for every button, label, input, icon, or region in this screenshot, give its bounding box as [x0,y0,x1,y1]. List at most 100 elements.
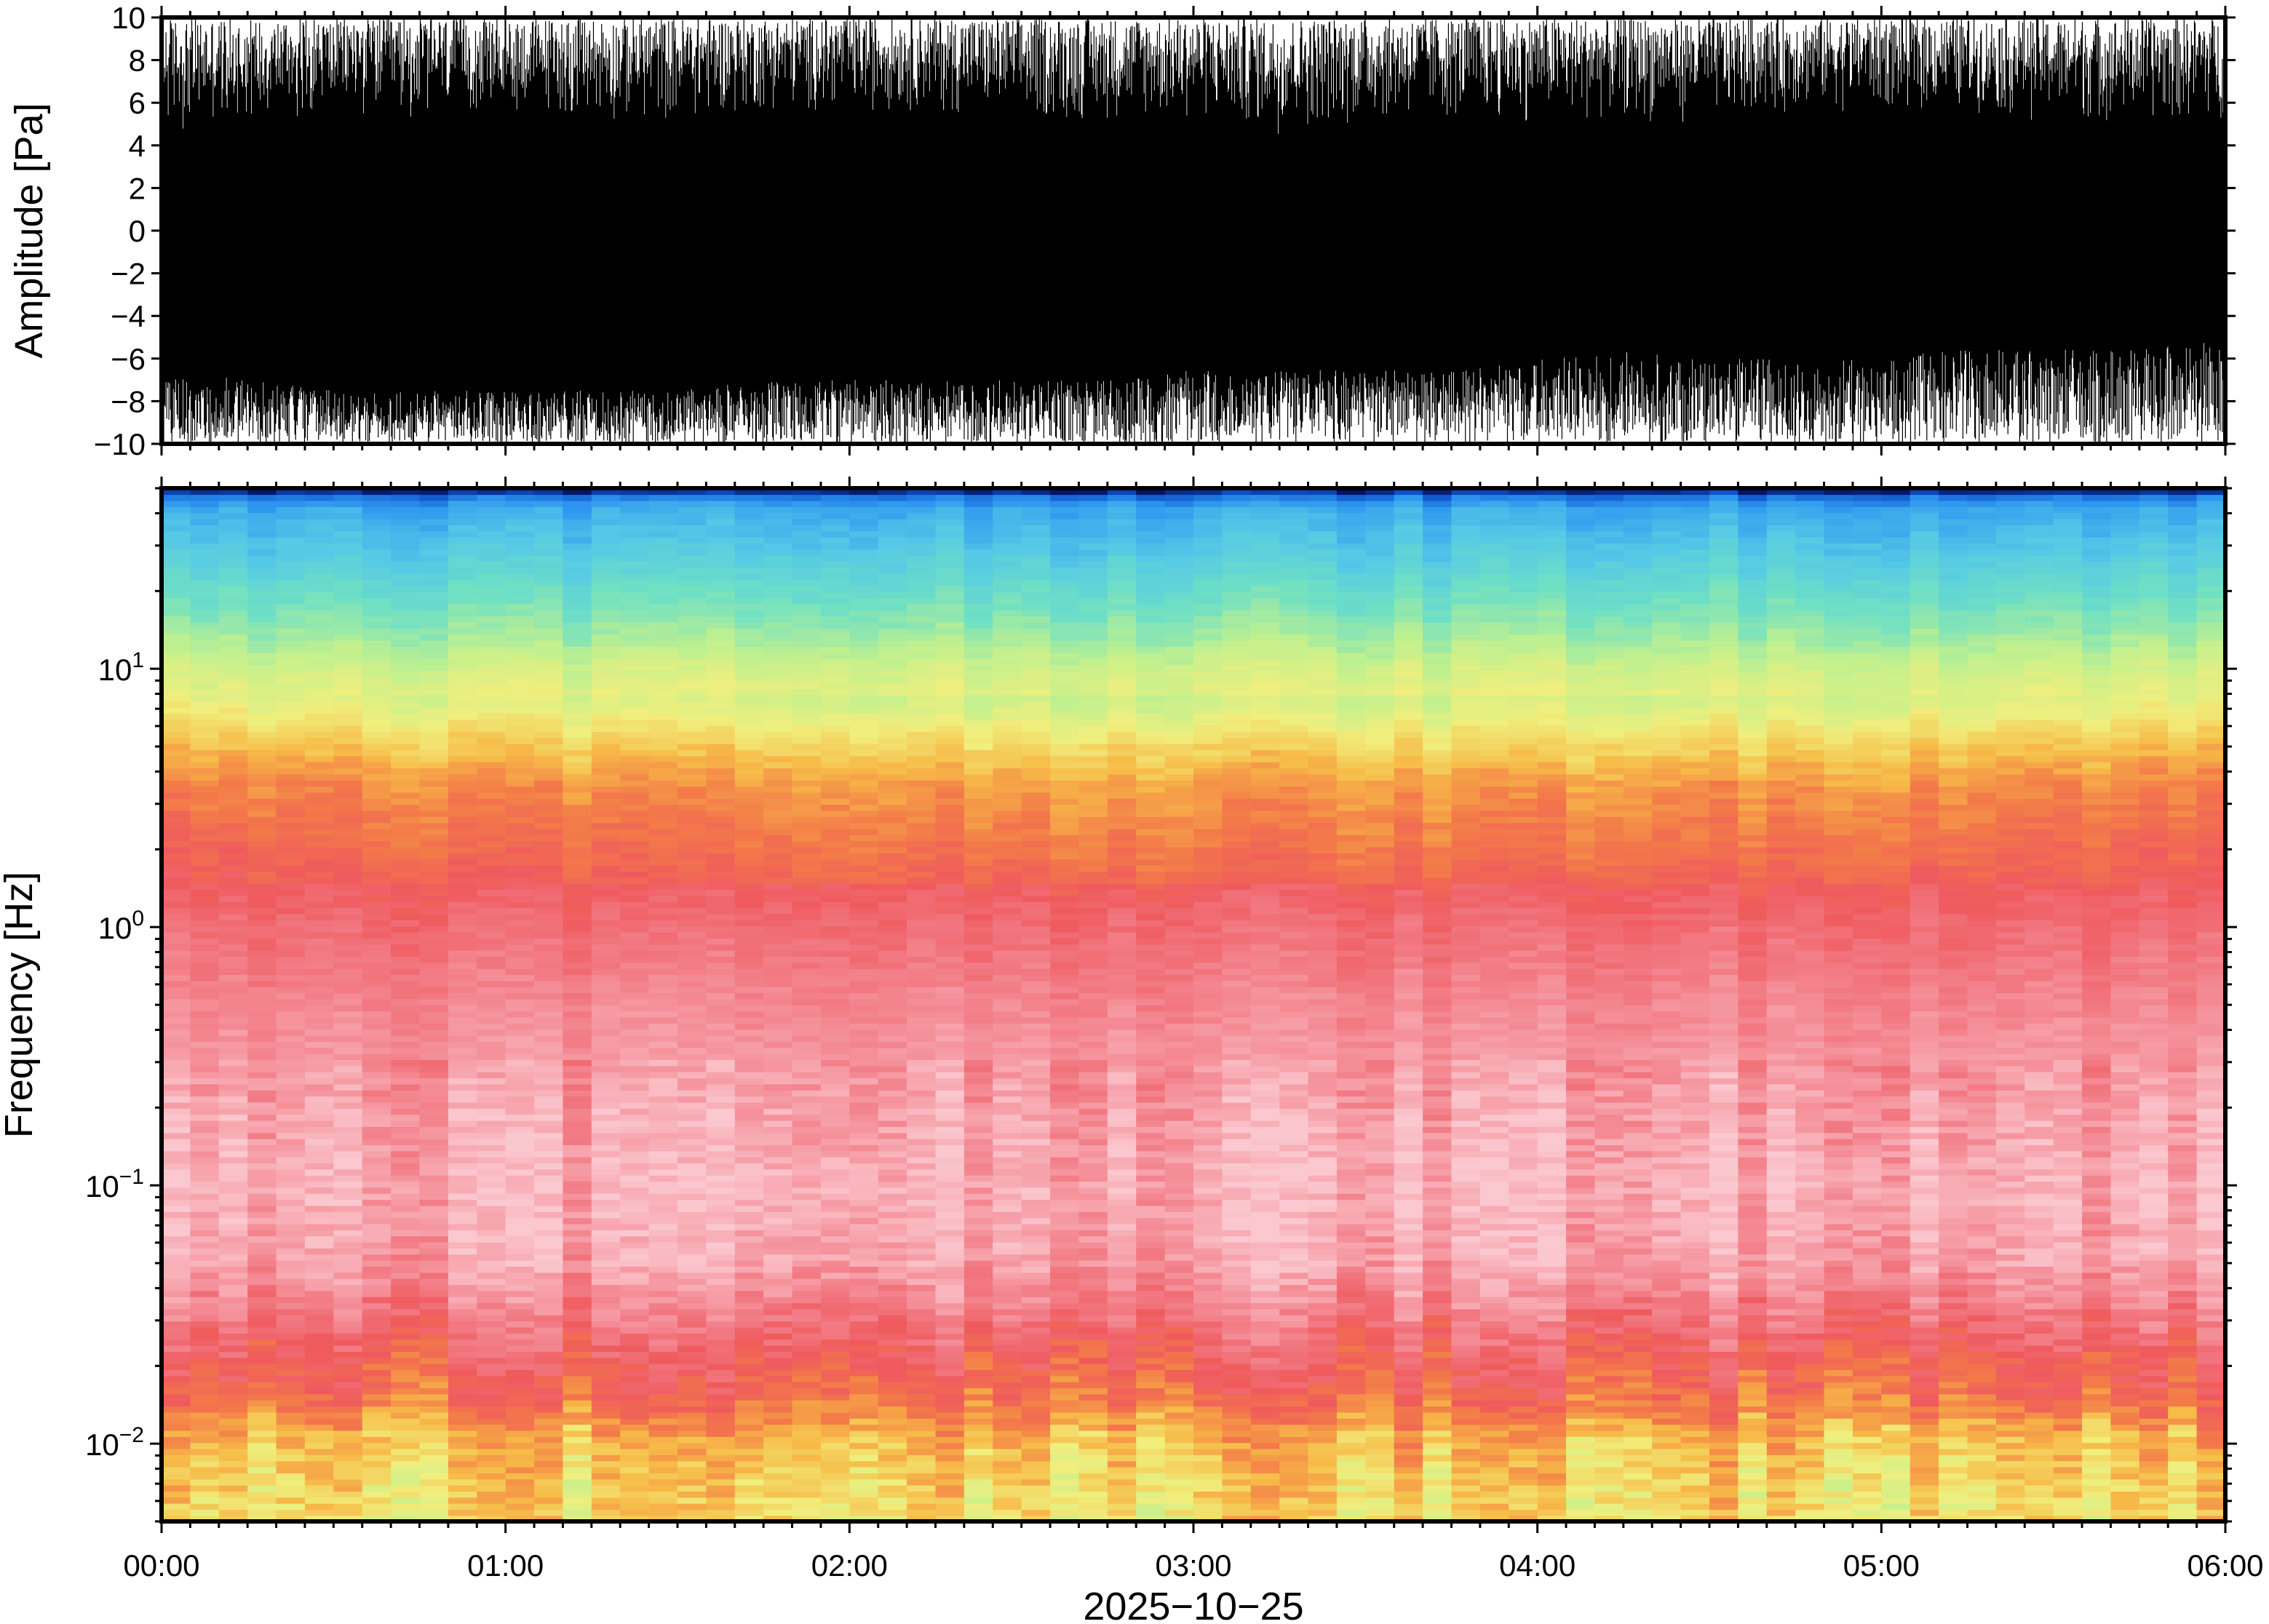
spectrogram-cell [677,1502,707,1510]
spectrogram-cell [1250,1248,1280,1255]
spectrogram-cell [190,1436,220,1444]
spectrogram-cell [448,1248,478,1255]
spectrogram-cell [362,1284,392,1291]
spectrogram-cell [304,1254,335,1261]
spectrogram-cell [247,1357,277,1364]
spectrogram-cell [1824,1509,1853,1516]
spectrogram-cell [1680,1138,1710,1145]
spectrogram-cell [1423,1357,1453,1364]
spectrogram-cell [1795,1315,1825,1322]
spectrogram-cell [448,1205,478,1212]
spectrogram-cell [1365,1393,1395,1401]
spectrogram-cell [591,1296,621,1304]
spectrogram-cell [534,1150,564,1158]
spectrogram-cell [763,1290,793,1297]
spectrogram-cell [391,1248,421,1255]
spectrogram-cell [247,1138,277,1145]
spectrogram-cell [190,1217,220,1225]
spectrogram-cell [1509,1193,1538,1201]
spectrogram-cell [1652,1375,1682,1382]
spectrogram-cell [620,1454,650,1462]
spectrogram-cell [448,1284,478,1291]
spectrogram-cell [849,1418,879,1425]
spectrogram-cell [276,1509,306,1516]
spectrogram-cell [1479,1132,1510,1139]
spectrogram-cell [963,1145,994,1152]
spectrogram-cell [1967,1241,1997,1249]
spectrogram-cell [247,1478,277,1486]
spectrogram-cell [190,1381,220,1389]
spectrogram-cell [620,1381,650,1389]
spectrogram-cell [993,1339,1022,1346]
spectrogram-cell [534,1241,564,1249]
spectrogram-cell [648,1199,678,1206]
spectrogram-cell [820,1339,851,1346]
spectrogram-cell [477,1308,506,1315]
spectrogram-cell [1795,1241,1825,1249]
spectrogram-cell [1193,1515,1223,1521]
spectrogram-cell [1509,1388,1538,1395]
spectrogram-cell [2168,1223,2198,1230]
spectrogram-cell [419,1515,449,1521]
spectrogram-cell [1479,1369,1510,1377]
spectrogram-cell [2053,1223,2083,1230]
spectrogram-cell [2024,1333,2054,1340]
spectrogram-cell [993,1381,1022,1389]
spectrogram-cell [190,1484,220,1492]
spectrogram-cell [1967,1284,1997,1291]
spectrogram-cell [1222,1272,1252,1279]
spectrogram-cell [1623,1412,1653,1419]
spectrogram-cell [1623,1235,1653,1243]
spectrogram-cell [1021,1381,1051,1389]
spectrogram-cell [648,1388,678,1395]
spectrogram-cell [477,1296,506,1304]
spectrogram-cell [1766,1278,1796,1286]
spectrogram-cell [907,1430,937,1437]
spectrogram-cell [1910,1272,1939,1279]
spectrogram-cell [2196,1259,2225,1267]
spectrogram-cell [1136,1478,1166,1486]
spectrogram-cell [391,1284,421,1291]
spectrogram-cell [1738,1187,1768,1194]
spectrogram-cell [563,1120,592,1127]
spectrogram-cell [935,1375,965,1382]
spectrogram-cell [534,1132,564,1139]
spectrogram-cell [734,1230,764,1237]
spectrogram-cell [2110,1460,2140,1468]
spectrogram-cell [620,1412,650,1419]
spectrogram-cell [878,1393,907,1401]
spectrogram-cell [1509,1259,1538,1267]
spectrogram-cell [1279,1272,1309,1279]
spectrogram-cell [1537,1388,1567,1395]
spectrogram-cell [1451,1199,1481,1206]
spectrogram-cell [1995,1254,2026,1261]
spectrogram-cell [1709,1491,1739,1498]
spectrogram-cell [1279,1448,1309,1455]
spectrogram-cell [935,1442,965,1449]
spectrogram-cell [2082,1326,2112,1334]
spectrogram-cell [878,1466,907,1473]
spectrogram-cell [505,1156,535,1163]
spectrogram-cell [190,1375,220,1382]
spectrogram-cell [190,1132,220,1139]
spectrogram-cell [1250,1181,1280,1188]
spectrogram-cell [1623,1241,1653,1249]
spectrogram-cell [1652,1412,1682,1419]
spectrogram-cell [1050,1418,1080,1425]
spectrogram-cell [849,1211,879,1219]
spectrogram-cell [677,1174,707,1182]
spectrogram-cell [706,1132,736,1139]
spectrogram-cell [734,1259,764,1267]
spectrogram-cell [1107,1424,1137,1431]
spectrogram-cell [1709,1211,1739,1219]
spectrogram-cell [477,1381,506,1389]
spectrogram-cell [1566,1163,1596,1170]
spectrogram-cell [1279,1442,1309,1449]
spectrogram-cell [1509,1369,1538,1377]
spectrogram-cell [276,1497,306,1504]
spectrogram-cell [218,1163,248,1170]
spectrogram-cell [935,1497,965,1504]
spectrogram-cell [2024,1418,2054,1425]
spectrogram-cell [563,1448,592,1455]
spectrogram-cell [1050,1412,1080,1419]
